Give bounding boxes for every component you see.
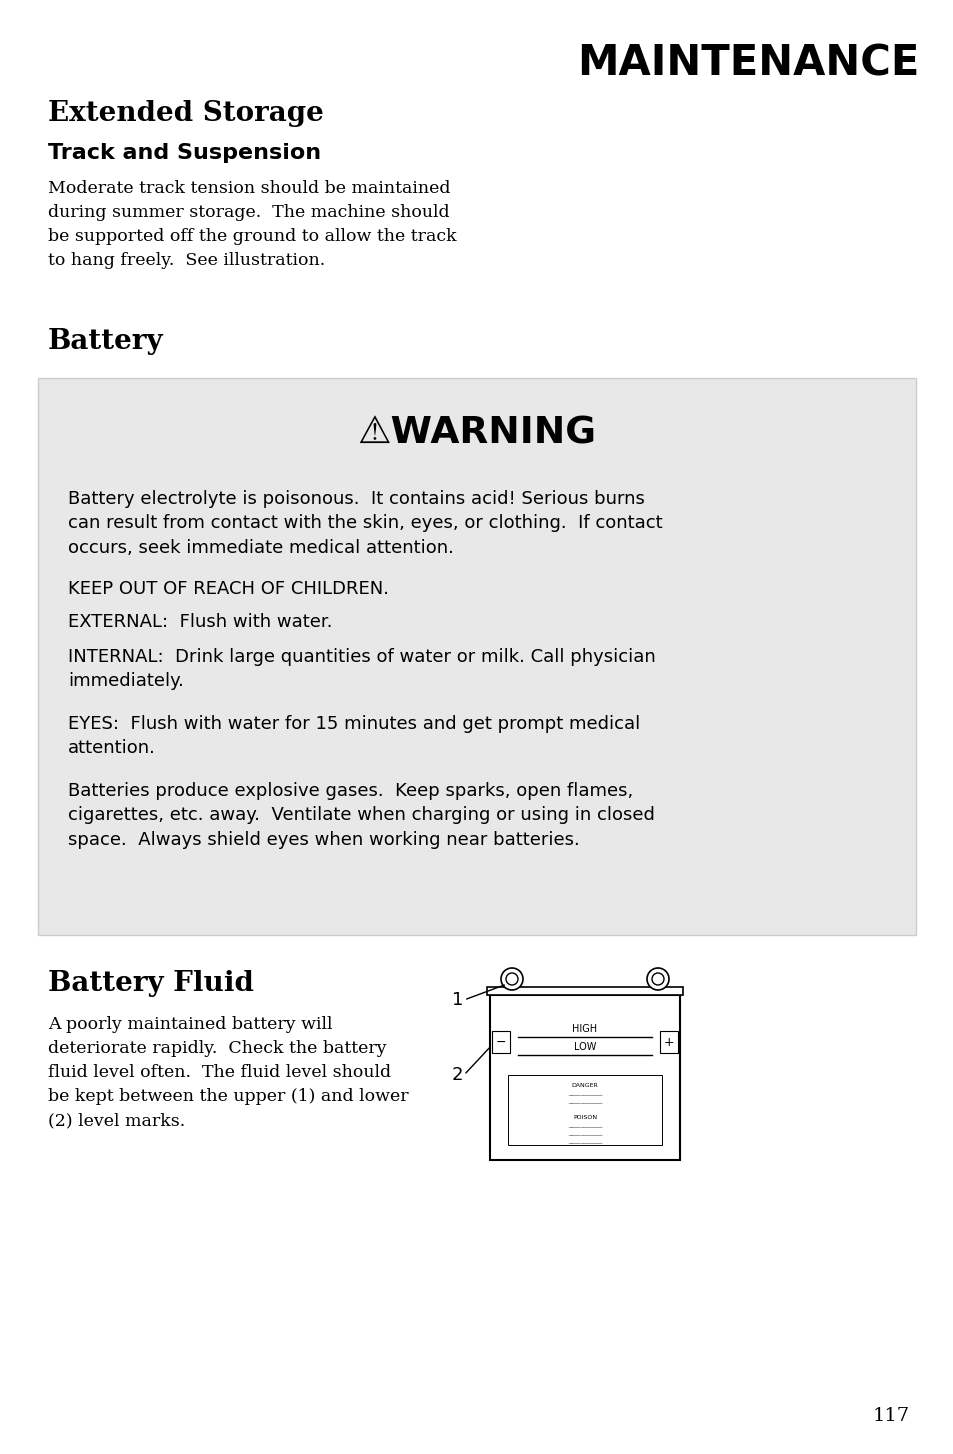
- Text: Extended Storage: Extended Storage: [48, 100, 323, 126]
- Circle shape: [646, 968, 668, 990]
- Text: A poorly maintained battery will
deteriorate rapidly.  Check the battery
fluid l: A poorly maintained battery will deterio…: [48, 1016, 408, 1130]
- Text: Battery: Battery: [48, 329, 164, 355]
- FancyBboxPatch shape: [659, 1031, 678, 1053]
- Text: ___________: ___________: [567, 1131, 601, 1136]
- FancyBboxPatch shape: [492, 1031, 510, 1053]
- Text: Batteries produce explosive gases.  Keep sparks, open flames,
cigarettes, etc. a: Batteries produce explosive gases. Keep …: [68, 782, 654, 849]
- FancyBboxPatch shape: [38, 378, 915, 935]
- Text: ___________: ___________: [567, 1099, 601, 1104]
- Text: Moderate track tension should be maintained
during summer storage.  The machine : Moderate track tension should be maintai…: [48, 180, 456, 269]
- Text: EXTERNAL:  Flush with water.: EXTERNAL: Flush with water.: [68, 614, 333, 631]
- Circle shape: [500, 968, 522, 990]
- Text: Track and Suspension: Track and Suspension: [48, 142, 321, 163]
- Text: EYES:  Flush with water for 15 minutes and get prompt medical
attention.: EYES: Flush with water for 15 minutes an…: [68, 715, 639, 758]
- Text: HIGH: HIGH: [572, 1024, 597, 1034]
- Text: ___________: ___________: [567, 1138, 601, 1144]
- Text: POISON: POISON: [573, 1115, 597, 1120]
- Text: ___________: ___________: [567, 1122, 601, 1128]
- FancyBboxPatch shape: [486, 987, 682, 995]
- Text: INTERNAL:  Drink large quantities of water or milk. Call physician
immediately.: INTERNAL: Drink large quantities of wate…: [68, 648, 655, 691]
- Text: LOW: LOW: [573, 1043, 596, 1053]
- Text: +: +: [663, 1035, 674, 1048]
- Text: 117: 117: [872, 1407, 909, 1425]
- Text: ___________: ___________: [567, 1090, 601, 1096]
- Text: ⚠WARNING: ⚠WARNING: [357, 414, 596, 451]
- Text: Battery Fluid: Battery Fluid: [48, 970, 253, 997]
- Text: MAINTENANCE: MAINTENANCE: [577, 44, 919, 84]
- Text: Battery electrolyte is poisonous.  It contains acid! Serious burns
can result fr: Battery electrolyte is poisonous. It con…: [68, 490, 662, 557]
- Text: 1: 1: [452, 992, 463, 1009]
- FancyBboxPatch shape: [507, 1075, 661, 1144]
- Text: −: −: [496, 1035, 506, 1048]
- FancyBboxPatch shape: [490, 995, 679, 1160]
- Text: DANGER: DANGER: [571, 1083, 598, 1088]
- Text: KEEP OUT OF REACH OF CHILDREN.: KEEP OUT OF REACH OF CHILDREN.: [68, 580, 389, 598]
- Text: 2: 2: [452, 1066, 463, 1085]
